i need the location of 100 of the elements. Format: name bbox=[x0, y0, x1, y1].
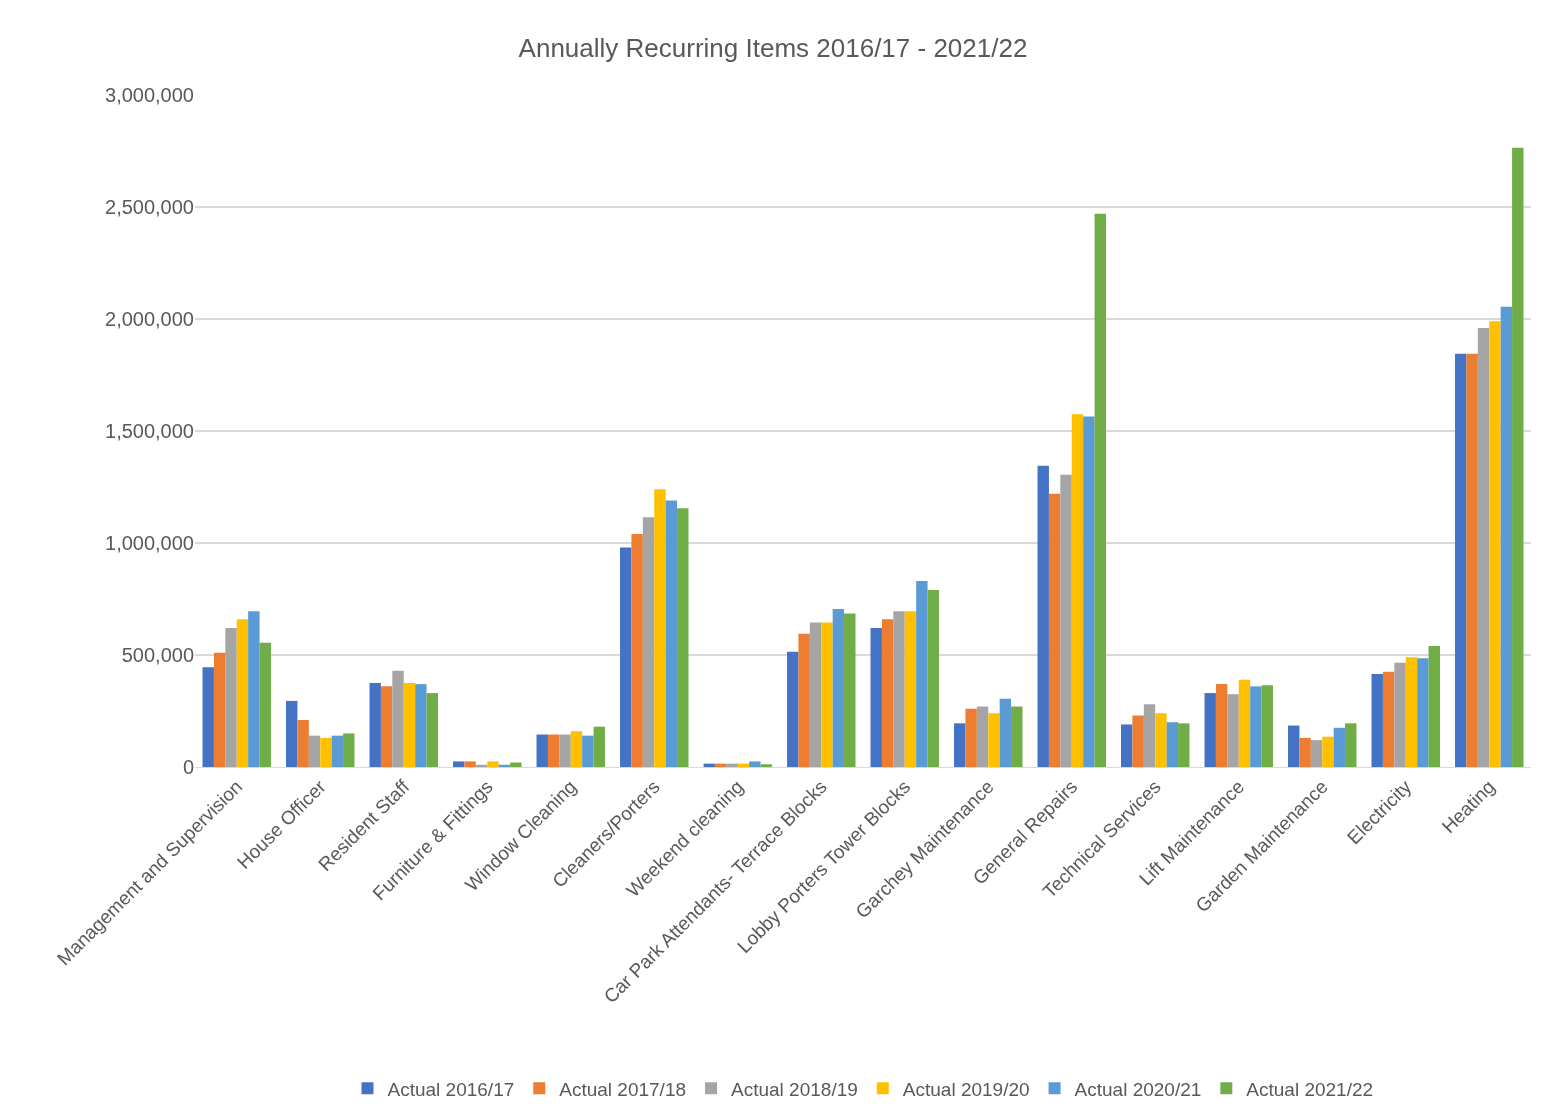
bar bbox=[426, 693, 438, 767]
bar bbox=[1094, 213, 1106, 767]
bar bbox=[1037, 465, 1049, 767]
bar bbox=[832, 609, 845, 767]
bar bbox=[1455, 353, 1467, 767]
bar bbox=[1333, 727, 1346, 767]
bar bbox=[904, 611, 917, 767]
bar bbox=[225, 628, 237, 767]
bar bbox=[1500, 306, 1513, 767]
y-tick-label: 1,500,000 bbox=[105, 420, 194, 442]
bar bbox=[1227, 694, 1239, 767]
bar bbox=[464, 761, 476, 767]
bar bbox=[916, 581, 928, 767]
bar bbox=[1371, 674, 1383, 767]
bar bbox=[213, 652, 226, 767]
legend-label: Actual 2016/17 bbox=[387, 1078, 515, 1100]
chart-title: Annually Recurring Items 2016/17 - 2021/22 bbox=[518, 33, 1028, 64]
bar bbox=[1250, 686, 1262, 767]
bar bbox=[726, 763, 738, 767]
bar bbox=[1417, 658, 1429, 767]
bar bbox=[593, 726, 605, 767]
bar bbox=[665, 500, 678, 767]
bar bbox=[453, 761, 465, 767]
bar bbox=[1310, 740, 1323, 767]
bar bbox=[631, 534, 643, 767]
bar bbox=[821, 622, 833, 767]
bar bbox=[236, 619, 249, 767]
bar bbox=[1121, 724, 1133, 767]
legend-label: Actual 2018/19 bbox=[731, 1078, 858, 1100]
legend-label: Actual 2017/18 bbox=[559, 1078, 687, 1100]
bar bbox=[893, 611, 905, 767]
bar bbox=[392, 670, 404, 767]
bar bbox=[1477, 327, 1490, 767]
bar bbox=[536, 734, 548, 767]
bar bbox=[870, 628, 882, 767]
y-tick-label: 2,000,000 bbox=[105, 308, 194, 330]
bar bbox=[380, 686, 393, 767]
bar bbox=[1299, 737, 1311, 767]
bar bbox=[1143, 704, 1156, 767]
bar bbox=[677, 508, 689, 767]
bar bbox=[787, 651, 799, 767]
bar bbox=[1178, 723, 1190, 767]
bar bbox=[343, 733, 355, 767]
bar bbox=[1466, 353, 1478, 767]
bar bbox=[1489, 321, 1501, 767]
bar bbox=[1011, 706, 1023, 767]
bar bbox=[259, 642, 271, 767]
bar bbox=[749, 761, 761, 767]
y-tick-label: 2,500,000 bbox=[105, 196, 194, 218]
bar bbox=[1428, 646, 1440, 767]
bar bbox=[582, 735, 594, 767]
bar bbox=[1394, 662, 1406, 767]
bar bbox=[1345, 723, 1357, 767]
bar bbox=[1405, 657, 1418, 767]
bar bbox=[844, 613, 856, 767]
bar bbox=[297, 719, 309, 767]
bar bbox=[988, 713, 1000, 767]
bar bbox=[403, 683, 416, 767]
bar bbox=[954, 723, 966, 767]
y-tick-label: 0 bbox=[182, 756, 194, 778]
bar bbox=[620, 547, 632, 767]
bar bbox=[1238, 679, 1251, 767]
bar bbox=[809, 622, 822, 767]
bar bbox=[559, 734, 571, 767]
bar bbox=[1048, 493, 1061, 767]
bar bbox=[1512, 147, 1524, 767]
bar bbox=[642, 517, 655, 767]
bar bbox=[1060, 474, 1072, 767]
bar bbox=[965, 708, 977, 767]
bar bbox=[654, 489, 666, 767]
bar bbox=[1288, 725, 1300, 767]
legend-label: Actual 2020/21 bbox=[1074, 1078, 1202, 1100]
legend-label: Actual 2021/22 bbox=[1246, 1078, 1374, 1100]
y-tick-label: 3,000,000 bbox=[105, 84, 194, 106]
bar bbox=[1261, 685, 1273, 767]
bar bbox=[570, 731, 583, 767]
bar bbox=[1083, 416, 1095, 767]
bar bbox=[248, 611, 260, 767]
bar bbox=[881, 619, 894, 767]
bar bbox=[999, 698, 1012, 767]
bar bbox=[1204, 693, 1216, 767]
bar bbox=[976, 706, 989, 767]
bar bbox=[1166, 722, 1179, 767]
bar bbox=[308, 735, 321, 767]
bar bbox=[1155, 713, 1167, 767]
bar bbox=[927, 590, 939, 767]
bar bbox=[331, 735, 344, 767]
bar bbox=[1322, 736, 1334, 767]
y-tick-label: 500,000 bbox=[121, 644, 194, 666]
bar bbox=[286, 700, 298, 767]
bar bbox=[1132, 715, 1144, 767]
bar bbox=[415, 684, 427, 767]
bar bbox=[487, 761, 499, 767]
bar bbox=[547, 734, 560, 767]
bar bbox=[320, 737, 332, 767]
bar bbox=[369, 683, 381, 767]
bar bbox=[1071, 414, 1084, 767]
y-tick-label: 1,000,000 bbox=[105, 532, 194, 554]
bar bbox=[1215, 684, 1228, 767]
bar bbox=[202, 667, 214, 767]
